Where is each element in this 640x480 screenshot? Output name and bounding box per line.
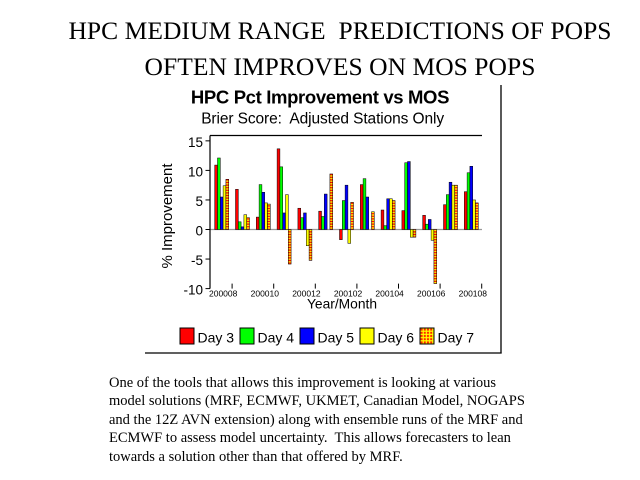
svg-text:0: 0 [195,223,203,238]
svg-text:-10: -10 [183,283,203,298]
svg-text:Year/Month: Year/Month [307,297,377,312]
svg-text:% Improvement: % Improvement [159,163,176,269]
svg-text:200012: 200012 [292,288,321,298]
svg-text:Day 7: Day 7 [438,330,475,346]
svg-text:200102: 200102 [334,288,363,298]
svg-text:5: 5 [195,194,203,209]
svg-text:200008: 200008 [209,288,238,298]
svg-text:10: 10 [188,164,203,179]
svg-text:200104: 200104 [375,288,404,298]
svg-text:Day 5: Day 5 [318,330,355,346]
svg-text:15: 15 [188,135,203,150]
svg-text:Day 3: Day 3 [198,330,235,346]
svg-text:200010: 200010 [251,288,280,298]
svg-text:Day 4: Day 4 [258,330,295,346]
svg-text:Day 6: Day 6 [378,330,415,346]
svg-text:Brier Score: Adjusted Station: Brier Score: Adjusted Stations Only [201,110,444,127]
svg-text:200106: 200106 [417,288,446,298]
svg-text:-5: -5 [191,253,203,268]
svg-text:200108: 200108 [459,288,488,298]
svg-text:HPC Pct Improvement vs MOS: HPC Pct Improvement vs MOS [191,86,449,107]
